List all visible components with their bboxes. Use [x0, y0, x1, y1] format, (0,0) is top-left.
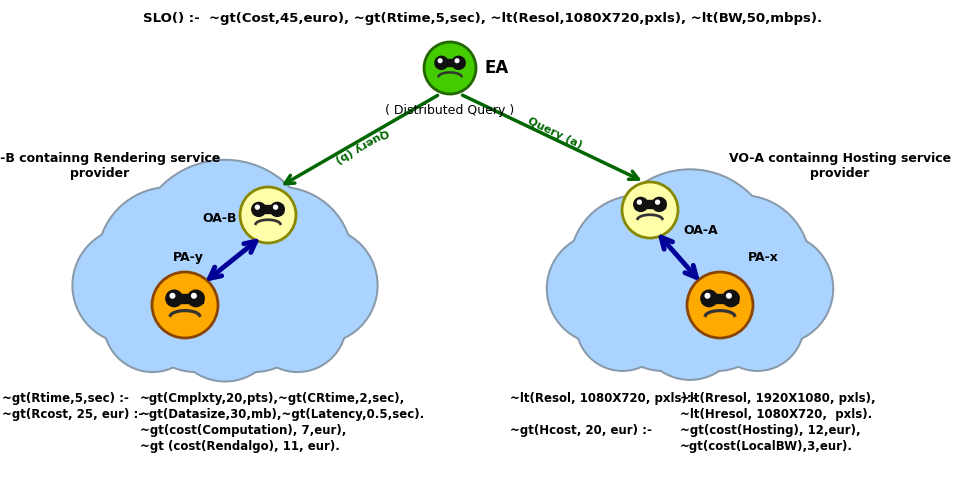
Circle shape	[135, 250, 257, 373]
Circle shape	[576, 278, 670, 371]
Circle shape	[578, 280, 668, 369]
Circle shape	[170, 272, 280, 382]
Circle shape	[152, 272, 218, 338]
Circle shape	[97, 187, 243, 332]
Circle shape	[571, 197, 706, 331]
Circle shape	[209, 188, 351, 330]
Circle shape	[424, 42, 476, 94]
Circle shape	[105, 276, 200, 370]
Circle shape	[701, 290, 717, 307]
Circle shape	[687, 272, 753, 338]
Circle shape	[606, 171, 774, 339]
Circle shape	[103, 274, 202, 373]
Circle shape	[187, 290, 205, 307]
Circle shape	[723, 290, 739, 307]
Text: OA-B: OA-B	[202, 212, 236, 225]
Text: PA-x: PA-x	[748, 251, 779, 264]
Text: EA: EA	[484, 59, 509, 77]
Circle shape	[193, 250, 315, 373]
Circle shape	[604, 169, 776, 341]
Circle shape	[605, 255, 721, 371]
Bar	[702, 294, 738, 303]
Text: ( Distributed Query ): ( Distributed Query )	[385, 104, 514, 117]
Text: ~gt(Rcost, 25, eur) :-: ~gt(Rcost, 25, eur) :-	[2, 408, 143, 421]
Text: ~gt(cost(Computation), 7,eur),: ~gt(cost(Computation), 7,eur),	[140, 424, 346, 437]
Circle shape	[638, 200, 642, 204]
Circle shape	[569, 195, 708, 333]
Circle shape	[607, 257, 719, 369]
Circle shape	[672, 195, 811, 333]
Text: VO-B containng Rendering service
provider: VO-B containng Rendering service provide…	[0, 152, 220, 180]
Circle shape	[455, 59, 458, 62]
Circle shape	[270, 203, 285, 216]
Text: ~gt(cost(LocalBW),3,eur).: ~gt(cost(LocalBW),3,eur).	[680, 440, 853, 453]
Text: ~gt(cost(Hosting), 12,eur),: ~gt(cost(Hosting), 12,eur),	[680, 424, 861, 437]
Circle shape	[134, 160, 316, 340]
Circle shape	[713, 280, 802, 369]
Text: ~gt(Datasize,30,mb),~gt(Latency,0.5,sec).: ~gt(Datasize,30,mb),~gt(Latency,0.5,sec)…	[140, 408, 426, 421]
Circle shape	[99, 188, 240, 330]
Text: Query (a): Query (a)	[526, 116, 583, 151]
Circle shape	[548, 235, 656, 342]
Circle shape	[248, 274, 346, 373]
Circle shape	[435, 56, 448, 69]
Circle shape	[262, 229, 376, 342]
Circle shape	[240, 187, 296, 243]
Circle shape	[72, 227, 189, 344]
Circle shape	[252, 203, 265, 216]
Circle shape	[207, 187, 353, 332]
Text: ~gt(Cmplxty,20,pts),~gt(CRtime,2,sec),: ~gt(Cmplxty,20,pts),~gt(CRtime,2,sec),	[140, 392, 405, 405]
Bar	[167, 294, 204, 303]
Text: Query (b): Query (b)	[334, 126, 391, 164]
Circle shape	[675, 197, 809, 331]
Circle shape	[655, 200, 659, 204]
Circle shape	[74, 229, 187, 342]
Text: ~gt(Hcost, 20, eur) :-: ~gt(Hcost, 20, eur) :-	[510, 424, 652, 437]
Circle shape	[170, 294, 175, 298]
Text: VO-A containng Hosting service
provider: VO-A containng Hosting service provider	[729, 152, 951, 180]
Circle shape	[622, 182, 678, 238]
Text: PA-y: PA-y	[173, 251, 204, 264]
Circle shape	[661, 257, 773, 369]
Bar	[635, 201, 666, 208]
Circle shape	[705, 294, 710, 298]
Text: OA-A: OA-A	[683, 224, 718, 237]
Circle shape	[634, 197, 648, 211]
Text: ~gt(Rtime,5,sec) :-: ~gt(Rtime,5,sec) :-	[2, 392, 129, 405]
Text: ~lt(Rresol, 1920X1080, pxls),: ~lt(Rresol, 1920X1080, pxls),	[680, 392, 875, 405]
Circle shape	[438, 59, 442, 62]
Circle shape	[710, 278, 804, 371]
Circle shape	[652, 197, 666, 211]
Circle shape	[192, 294, 196, 298]
Circle shape	[727, 294, 731, 298]
Text: ~lt(Resol, 1080X720, pxls):-: ~lt(Resol, 1080X720, pxls):-	[510, 392, 697, 405]
Circle shape	[274, 205, 278, 209]
Circle shape	[659, 255, 775, 371]
Bar	[436, 59, 464, 66]
Circle shape	[250, 276, 345, 370]
Bar	[253, 206, 284, 213]
Circle shape	[724, 235, 832, 342]
Text: SLO() :-  ~gt(Cost,45,euro), ~gt(Rtime,5,sec), ~lt(Resol,1080X720,pxls), ~lt(BW,: SLO() :- ~gt(Cost,45,euro), ~gt(Rtime,5,…	[144, 12, 822, 25]
Circle shape	[172, 274, 278, 380]
Text: ~lt(Hresol, 1080X720,  pxls).: ~lt(Hresol, 1080X720, pxls).	[680, 408, 872, 421]
Circle shape	[256, 205, 260, 209]
Circle shape	[137, 252, 255, 370]
Circle shape	[166, 290, 182, 307]
Circle shape	[452, 56, 465, 69]
Circle shape	[136, 162, 314, 338]
Text: ~gt (cost(Rendalgo), 11, eur).: ~gt (cost(Rendalgo), 11, eur).	[140, 440, 340, 453]
Circle shape	[640, 278, 740, 378]
Circle shape	[722, 233, 834, 344]
Circle shape	[638, 276, 742, 380]
Circle shape	[261, 227, 378, 344]
Circle shape	[546, 233, 658, 344]
Circle shape	[195, 252, 313, 370]
